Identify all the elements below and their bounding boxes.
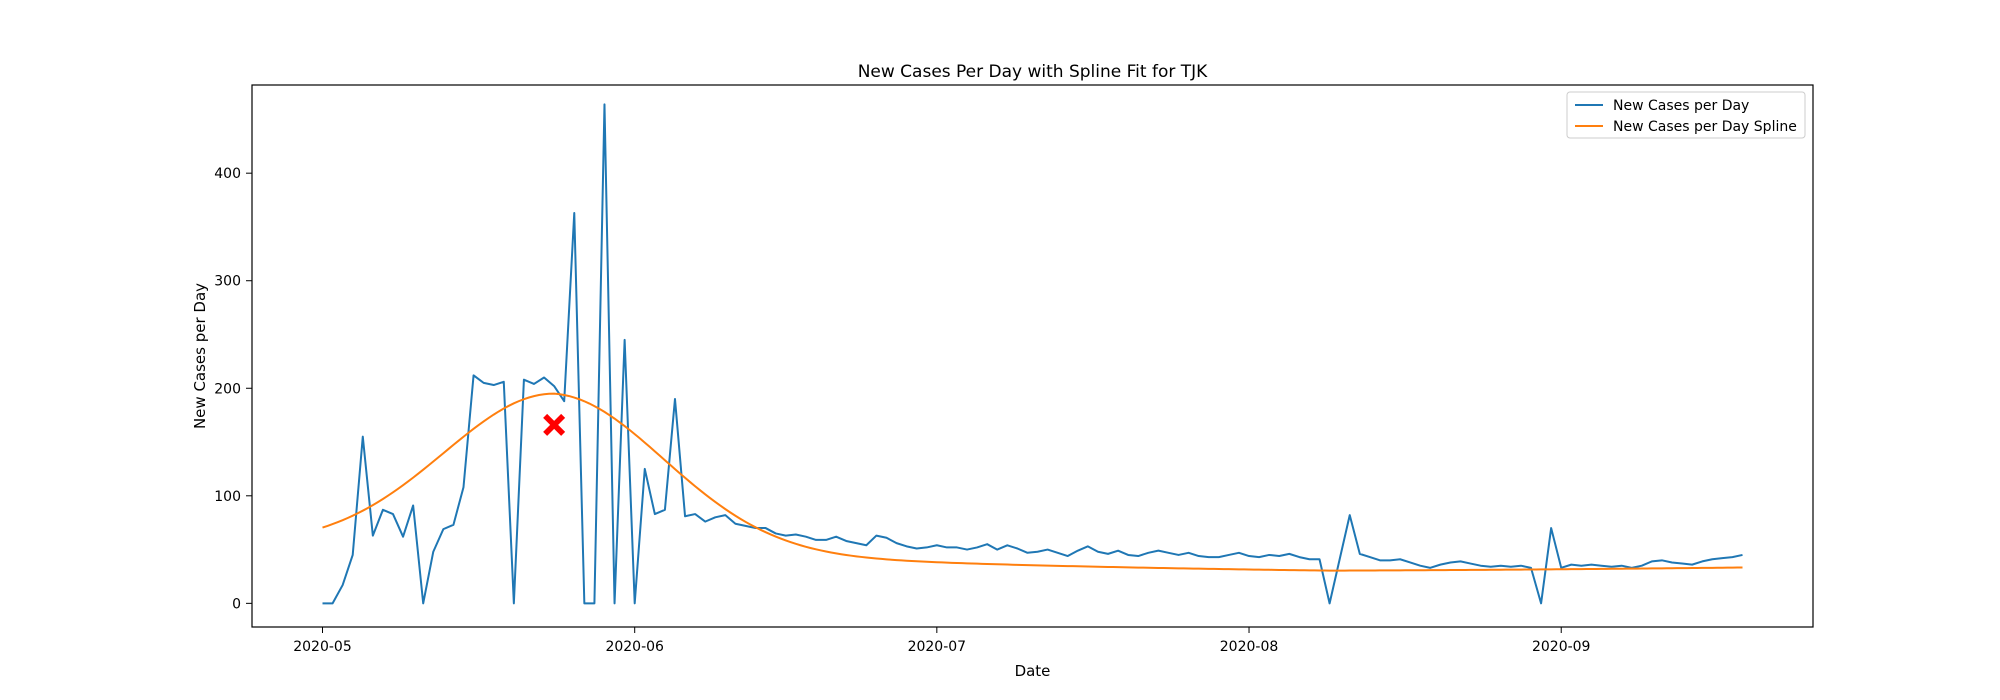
legend-box xyxy=(1566,91,1806,139)
peak-marker xyxy=(543,413,566,436)
series-line-new-cases xyxy=(322,103,1743,605)
legend-label-new-cases: New Cases per Day xyxy=(1613,98,1749,114)
y-tick-label: 0 xyxy=(232,596,241,612)
legend: New Cases per Day New Cases per Day Spli… xyxy=(1566,91,1806,139)
y-tick-label: 100 xyxy=(214,489,241,505)
y-axis: 0 100 200 300 400 xyxy=(214,166,252,612)
x-tick-label: 2020-07 xyxy=(908,639,967,655)
y-tick-label: 400 xyxy=(214,166,241,182)
series-line-spline xyxy=(322,392,1743,572)
x-tick-label: 2020-08 xyxy=(1220,639,1279,655)
x-tick-label: 2020-09 xyxy=(1532,639,1591,655)
x-axis-label: Date xyxy=(1015,662,1051,680)
legend-label-spline: New Cases per Day Spline xyxy=(1613,119,1797,135)
x-tick-label: 2020-06 xyxy=(605,639,664,655)
plot-frame xyxy=(251,84,1814,628)
x-axis: 2020-05 2020-06 2020-07 2020-08 2020-09 xyxy=(293,627,1590,655)
y-tick-label: 200 xyxy=(214,381,241,397)
y-axis-label: New Cases per Day xyxy=(191,283,209,429)
chart-title: New Cases Per Day with Spline Fit for TJ… xyxy=(858,62,1208,82)
plot-area xyxy=(322,103,1743,605)
y-tick-label: 300 xyxy=(214,274,241,290)
x-tick-label: 2020-05 xyxy=(293,639,352,655)
